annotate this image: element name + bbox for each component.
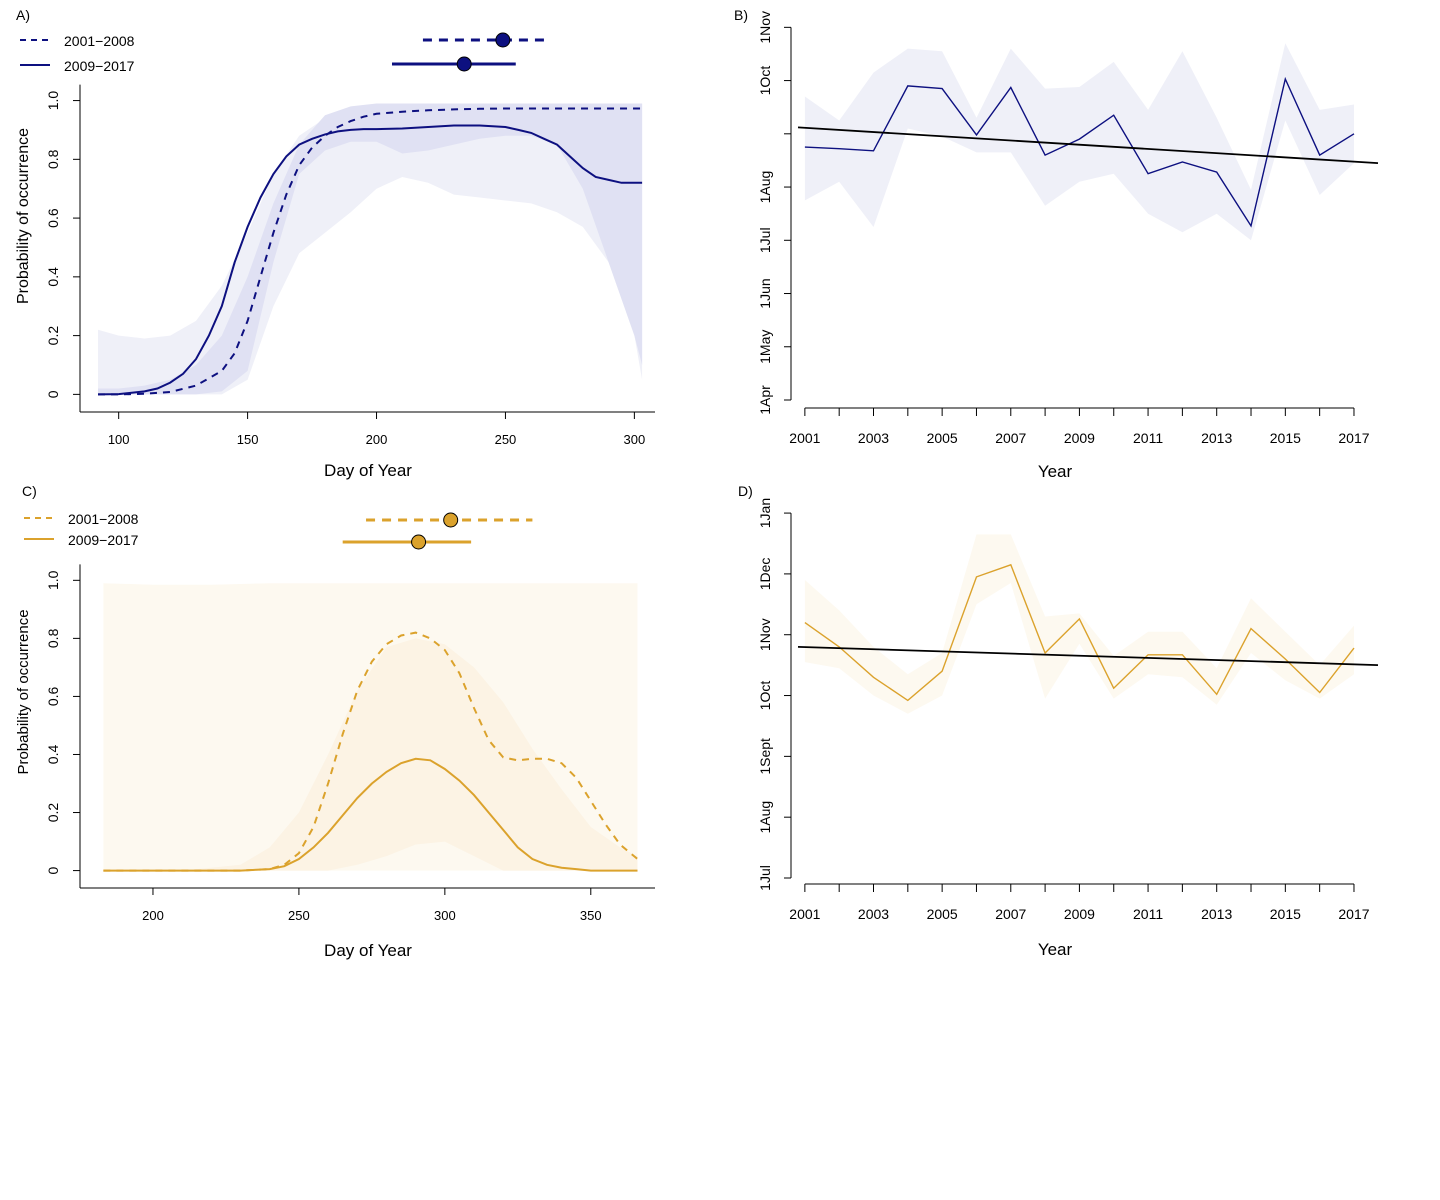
- x-tick-label: 2003: [858, 430, 889, 446]
- y-tick-label: 1.0: [45, 91, 61, 111]
- x-tick-label: 100: [108, 432, 130, 447]
- panel-a-legend: 2001−2008 2009−2017: [20, 33, 135, 74]
- panel-c-x-axis-title: Day of Year: [324, 941, 412, 960]
- x-tick-label: 200: [142, 908, 164, 923]
- y-tick-label: 1Jun: [757, 278, 773, 308]
- x-tick-label: 250: [288, 908, 310, 923]
- x-tick-label: 2015: [1270, 906, 1301, 922]
- x-tick-label: 2007: [995, 906, 1026, 922]
- y-tick-label: 1Oct: [757, 681, 773, 711]
- panel-b-label: B): [734, 7, 748, 23]
- x-tick-label: 2013: [1201, 430, 1232, 446]
- panel-b-plot: [797, 43, 1379, 241]
- panel-a-label: A): [16, 7, 30, 23]
- y-tick-label: 1Nov: [757, 618, 773, 651]
- x-tick-label: 2007: [995, 430, 1026, 446]
- trend-line: [797, 126, 1379, 164]
- y-tick-label: 0.4: [45, 745, 61, 765]
- y-tick-label: 1Jan: [757, 498, 773, 528]
- x-tick-label: 300: [434, 908, 456, 923]
- y-tick-label: 1.0: [45, 570, 61, 590]
- panel-d: D) 1Jul 1Aug 1Sept 1Oct 1Nov 1Dec 1Jan 2001 2003…: [738, 483, 1379, 959]
- legend-solid-label: 2009−2017: [64, 58, 135, 74]
- x-tick-label: 2011: [1133, 430, 1163, 446]
- y-tick-label: 1Nov: [757, 11, 773, 44]
- panel-a-plot: [97, 32, 643, 396]
- y-tick-label: 1May: [757, 330, 773, 364]
- y-tick-label: 1Jul: [757, 227, 773, 253]
- panel-c-ticks: 0 0.2 0.4 0.6 0.8 1.0 200 250 300 350: [45, 564, 655, 923]
- confidence-band-2009-2017: [103, 638, 638, 871]
- legend-dashed-label: 2001−2008: [64, 33, 135, 49]
- panel-c-y-axis-title: Probability of occurrence: [15, 609, 32, 774]
- panel-d-x-axis-title: Year: [1038, 940, 1073, 959]
- confidence-band: [804, 43, 1354, 241]
- y-tick-label: 1Dec: [757, 558, 773, 591]
- x-tick-label: 2003: [858, 906, 889, 922]
- x-tick-label: 2017: [1338, 906, 1369, 922]
- peak-marker-2009-2017: [456, 56, 472, 72]
- y-tick-label: 0.2: [45, 803, 61, 823]
- panel-b: B) 1Apr 1May 1Jun 1Jul 1Aug 1Oct 1Nov 2001 2003 2…: [734, 7, 1379, 481]
- peak-marker-2001-2008: [495, 32, 511, 48]
- panel-c-plot: [103, 512, 639, 872]
- x-tick-label: 2009: [1064, 906, 1095, 922]
- y-tick-label: 0.2: [45, 326, 61, 346]
- x-tick-label: 2005: [927, 906, 958, 922]
- series-line: [804, 563, 1355, 702]
- y-tick-label: 1Aug: [757, 171, 773, 204]
- y-tick-label: 1Apr: [757, 385, 773, 415]
- x-tick-label: 250: [495, 432, 517, 447]
- series-line-2001-2008: [98, 107, 643, 396]
- series-line: [804, 76, 1355, 228]
- panel-d-label: D): [738, 483, 753, 499]
- y-tick-label: 0: [45, 866, 61, 874]
- y-tick-label: 0.8: [45, 628, 61, 648]
- panel-a-y-axis-title: Probability of occurrence: [15, 128, 32, 304]
- legend-solid-label: 2009−2017: [68, 532, 139, 548]
- x-tick-label: 2013: [1201, 906, 1232, 922]
- y-tick-label: 0.8: [45, 149, 61, 169]
- series-line-2001-2008: [103, 631, 639, 872]
- x-tick-label: 150: [237, 432, 259, 447]
- panel-c-legend: 2001−2008 2009−2017: [24, 511, 139, 548]
- confidence-band-2009-2017: [98, 103, 643, 395]
- x-tick-label: 200: [366, 432, 388, 447]
- panel-b-ticks: 1Apr 1May 1Jun 1Jul 1Aug 1Oct 1Nov 2001 2003 2005…: [757, 11, 1370, 446]
- peak-marker-2001-2008: [443, 512, 459, 528]
- panel-a-ticks: 0 0.2 0.4 0.6 0.8 1.0 100 150 200 250 300: [45, 84, 655, 447]
- y-tick-label: 0.6: [45, 686, 61, 706]
- confidence-band: [804, 534, 1354, 714]
- y-tick-label: 1Oct: [757, 66, 773, 96]
- panel-d-ticks: 1Jul 1Aug 1Sept 1Oct 1Nov 1Dec 1Jan 2001 2003 200…: [757, 498, 1370, 922]
- y-tick-label: 0.4: [45, 267, 61, 287]
- x-tick-label: 2005: [927, 430, 958, 446]
- panel-a: A) 2001−2008 2009−2017 0 0.2 0.4 0.6 0.8 1.0 1…: [15, 7, 655, 480]
- y-tick-label: 0: [45, 390, 61, 398]
- y-tick-label: 1Jul: [757, 865, 773, 891]
- series-line-2009-2017: [97, 124, 643, 396]
- series-line-2009-2017: [103, 757, 638, 872]
- y-tick-label: 0.6: [45, 208, 61, 228]
- x-tick-label: 2017: [1338, 430, 1369, 446]
- panel-b-x-axis-title: Year: [1038, 462, 1073, 481]
- x-tick-label: 2011: [1133, 906, 1163, 922]
- panel-c-label: C): [22, 483, 37, 499]
- legend-dashed-label: 2001−2008: [68, 511, 139, 527]
- y-tick-label: 1Sept: [757, 738, 773, 775]
- panel-c: C) 2001−2008 2009−2017 0 0.2 0.4 0.6 0.8 1.0 2…: [15, 483, 655, 960]
- x-tick-label: 2001: [789, 906, 820, 922]
- trend-line: [797, 646, 1379, 666]
- x-tick-label: 2009: [1064, 430, 1095, 446]
- peak-marker-2009-2017: [411, 534, 427, 550]
- x-tick-label: 2015: [1270, 430, 1301, 446]
- x-tick-label: 300: [624, 432, 646, 447]
- panel-a-x-axis-title: Day of Year: [324, 461, 412, 480]
- x-tick-label: 2001: [789, 430, 820, 446]
- x-tick-label: 350: [580, 908, 602, 923]
- panel-d-plot: [797, 534, 1379, 714]
- y-tick-label: 1Aug: [757, 801, 773, 834]
